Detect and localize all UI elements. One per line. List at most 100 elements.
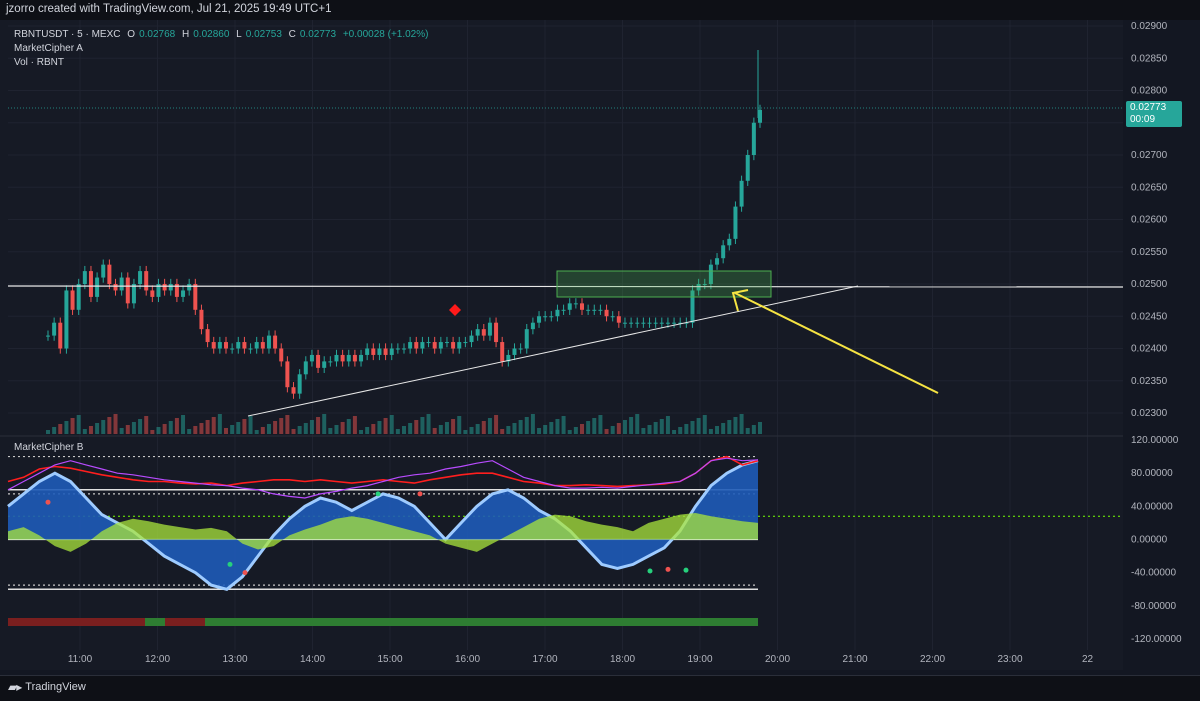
- volume-bar: [635, 414, 640, 434]
- candle-body: [377, 348, 382, 355]
- candle-body: [346, 354, 351, 362]
- volume-bar: [647, 425, 652, 434]
- candle-body: [181, 290, 186, 297]
- volume-bar: [88, 426, 93, 434]
- last-price-value: 0.02773: [1130, 102, 1167, 113]
- volume-bar: [113, 414, 118, 434]
- candle-body: [144, 271, 149, 291]
- volume-bar: [500, 429, 505, 434]
- candle-body: [107, 264, 112, 284]
- candle-body: [131, 284, 136, 304]
- open-label: O: [127, 29, 136, 40]
- candle-body: [297, 374, 302, 394]
- candle-body: [359, 354, 364, 362]
- oscillator-tick-label: 120.00000: [1131, 435, 1179, 446]
- candle-body: [604, 309, 609, 317]
- volume-bar: [592, 418, 597, 434]
- candle-body: [285, 361, 290, 388]
- candle-body: [303, 361, 308, 375]
- volume-bar: [494, 415, 499, 434]
- volume-bar: [46, 430, 50, 434]
- indicator-marketcipher-b[interactable]: MarketCipher B: [14, 442, 84, 453]
- volume-bar: [616, 423, 621, 434]
- volume-bar: [690, 421, 695, 434]
- volume-bar: [309, 420, 314, 434]
- time-tick-label: 20:00: [765, 654, 790, 665]
- volume-bar: [444, 422, 449, 434]
- high-label: H: [182, 29, 190, 40]
- candle-body: [340, 354, 345, 362]
- trend-bar-segment: [145, 618, 165, 626]
- candle-body: [592, 309, 597, 311]
- volume-bar: [383, 418, 388, 434]
- oscillator-dot: [227, 561, 233, 567]
- volume-bar: [426, 414, 431, 434]
- indicator-marketcipher-a[interactable]: MarketCipher A: [14, 43, 83, 54]
- time-tick-label: 23:00: [997, 654, 1022, 665]
- volume-bar: [156, 427, 161, 434]
- volume-bar: [475, 424, 480, 434]
- time-tick-label: 21:00: [842, 654, 867, 665]
- volume-bar: [242, 419, 247, 434]
- ascending-trendline: [247, 285, 859, 417]
- volume-bar: [70, 418, 75, 434]
- oscillator-tick-label: 80.00000: [1131, 468, 1173, 479]
- volume-bar: [58, 424, 63, 434]
- candle-body: [224, 342, 228, 349]
- volume-bar: [414, 420, 419, 434]
- volume-bar: [365, 427, 370, 434]
- candle-body: [291, 387, 296, 394]
- candle-body: [512, 348, 517, 355]
- candle-body: [561, 309, 566, 311]
- candle-body: [260, 342, 265, 349]
- tradingview-logo[interactable]: ▰▸ TradingView: [8, 680, 86, 694]
- volume-bar: [555, 419, 560, 434]
- oscillator-dot: [375, 491, 381, 497]
- oscillator-tick-label: -40.00000: [1131, 568, 1176, 579]
- oscillator-pane: [7, 455, 1123, 626]
- volume-bar: [622, 420, 627, 434]
- candle-body: [426, 342, 431, 344]
- volume-bar: [659, 419, 664, 434]
- trend-bar-segment: [165, 618, 205, 626]
- candle-body: [236, 342, 241, 349]
- price-tick-label: 0.02700: [1131, 150, 1168, 161]
- volume-bar: [721, 423, 726, 434]
- volume-bar: [273, 421, 278, 434]
- symbol-label[interactable]: RBNTUSDT · 5 · MEXC: [14, 29, 121, 40]
- volume-bar: [230, 425, 235, 434]
- candle-body: [487, 322, 492, 336]
- candle-body: [46, 335, 50, 337]
- volume-bar: [543, 425, 548, 434]
- candle-body: [598, 309, 603, 311]
- candle-body: [156, 284, 161, 297]
- volume-bar: [708, 429, 713, 434]
- volume-bar: [174, 418, 179, 434]
- volume-bar: [248, 416, 253, 434]
- candle-body: [672, 322, 677, 324]
- volume-bar: [758, 422, 762, 434]
- volume-bar: [168, 421, 173, 434]
- volume-bar: [125, 425, 130, 434]
- candle-body: [420, 342, 425, 349]
- candle-body: [751, 122, 756, 155]
- volume-bar: [598, 415, 603, 434]
- volume-bar: [451, 419, 456, 434]
- candle-body: [395, 348, 400, 350]
- price-tick-label: 0.02350: [1131, 376, 1168, 387]
- volume-bar: [641, 428, 646, 434]
- candle-body: [629, 322, 634, 324]
- candle-body: [322, 361, 327, 368]
- candle-body: [506, 354, 511, 362]
- candles: [46, 50, 762, 399]
- indicator-volume[interactable]: Vol · RBNT: [14, 57, 65, 68]
- tradingview-logo-icon: ▰▸: [8, 680, 22, 694]
- candle-body: [352, 354, 357, 362]
- yellow-arrow-head: [731, 289, 749, 312]
- volume-bar: [518, 420, 523, 434]
- candle-body: [113, 284, 118, 291]
- oscillator-tick-label: 0.00000: [1131, 535, 1168, 546]
- price-axis[interactable]: [1123, 20, 1200, 670]
- volume-bar: [107, 417, 112, 434]
